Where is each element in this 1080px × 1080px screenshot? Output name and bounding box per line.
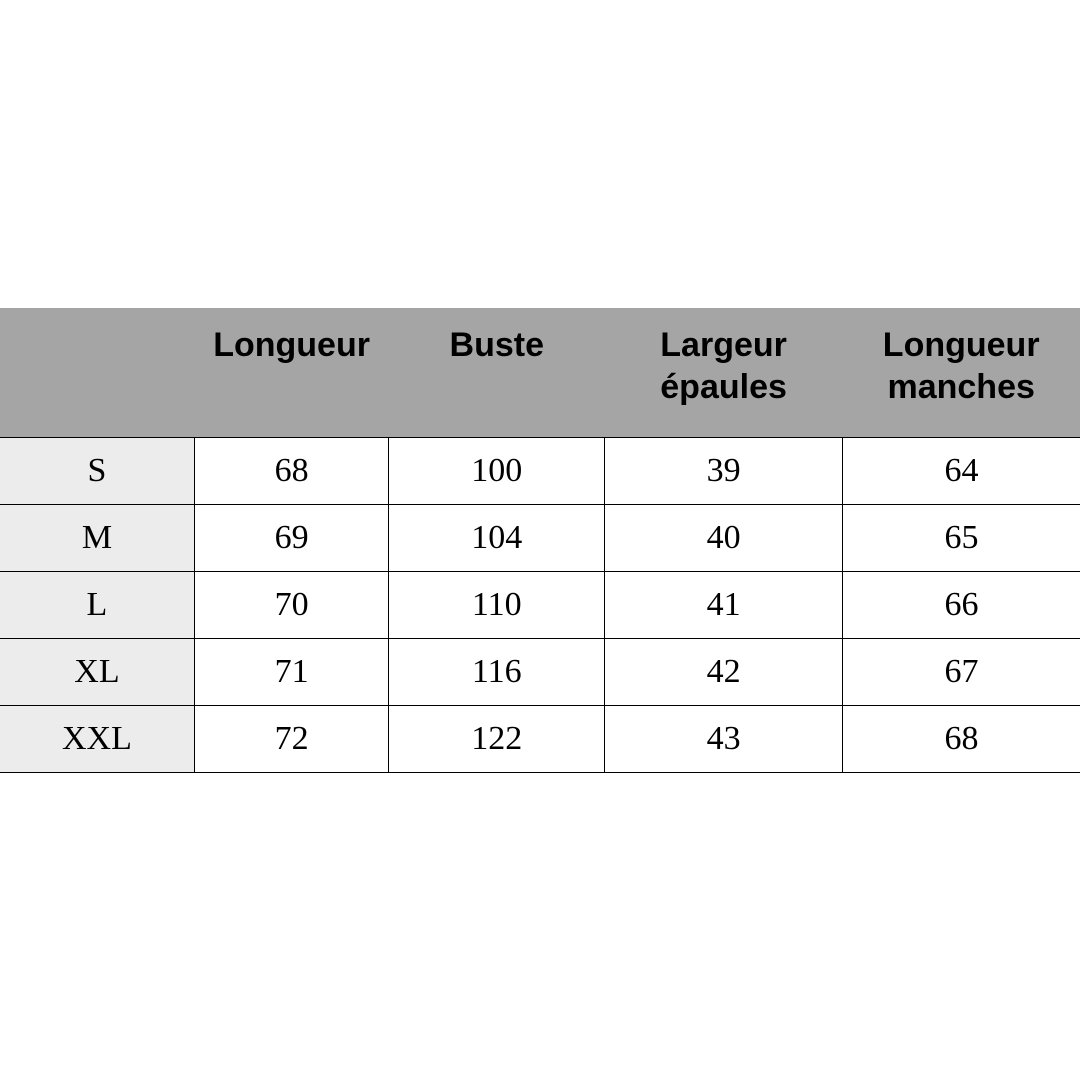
value-cell: 70 [194,571,388,638]
table-row: S 68 100 39 64 [0,437,1080,504]
value-cell: 68 [194,437,388,504]
value-cell: 42 [605,638,843,705]
value-cell: 68 [842,705,1080,772]
value-cell: 116 [389,638,605,705]
header-longueur: Longueur [194,308,388,438]
size-cell: XXL [0,705,194,772]
table-row: XXL 72 122 43 68 [0,705,1080,772]
table-header-row: Longueur Buste Largeur épaules Longueur … [0,308,1080,438]
value-cell: 65 [842,504,1080,571]
value-cell: 71 [194,638,388,705]
value-cell: 41 [605,571,843,638]
size-cell: M [0,504,194,571]
header-buste: Buste [389,308,605,438]
size-table: Longueur Buste Largeur épaules Longueur … [0,308,1080,773]
table-row: L 70 110 41 66 [0,571,1080,638]
value-cell: 39 [605,437,843,504]
value-cell: 110 [389,571,605,638]
header-longueur-manches: Longueur manches [842,308,1080,438]
table-row: XL 71 116 42 67 [0,638,1080,705]
value-cell: 40 [605,504,843,571]
value-cell: 64 [842,437,1080,504]
value-cell: 122 [389,705,605,772]
value-cell: 43 [605,705,843,772]
header-blank [0,308,194,438]
size-table-container: Longueur Buste Largeur épaules Longueur … [0,308,1080,773]
size-cell: L [0,571,194,638]
size-cell: S [0,437,194,504]
header-largeur-epaules: Largeur épaules [605,308,843,438]
value-cell: 100 [389,437,605,504]
table-row: M 69 104 40 65 [0,504,1080,571]
size-cell: XL [0,638,194,705]
value-cell: 69 [194,504,388,571]
value-cell: 72 [194,705,388,772]
value-cell: 67 [842,638,1080,705]
value-cell: 104 [389,504,605,571]
value-cell: 66 [842,571,1080,638]
